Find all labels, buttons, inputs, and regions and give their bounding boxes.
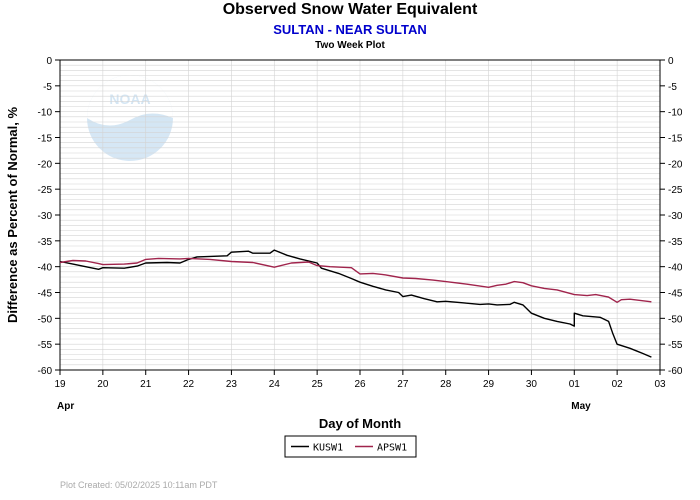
grid [59,59,661,371]
legend-box [284,435,417,458]
y-tick-label-right: -60 [668,366,683,377]
chart-title: Observed Snow Water Equivalent [222,1,478,18]
y-tick-label-right: -10 [668,108,683,119]
x-tick-label: 21 [140,379,152,390]
x-axis: 19 20 21 22 23 24 25 26 27 28 29 30 01 02 03 Apr May [54,370,666,412]
y-tick-label-right: -20 [668,159,683,170]
y-tick-label-right: -35 [668,237,683,248]
month-label: Apr [57,401,74,412]
y-tick-label-right: -5 [668,82,677,93]
legend-label-kusw1: KUSW1 [313,443,343,454]
y-tick-label: -55 [38,340,53,351]
noaa-logo-watermark: NOAA [87,75,173,161]
chart-subtitle-secondary: Two Week Plot [315,40,385,51]
y-tick-label: -20 [38,159,53,170]
y-tick-label: -50 [38,314,53,325]
y-tick-label-right: -25 [668,185,683,196]
y-tick-label: -5 [43,82,52,93]
legend: KUSW1 APSW1 [284,435,417,458]
y-tick-label-right: -30 [668,211,683,222]
y-tick-label: -45 [38,289,53,300]
y-tick-label: 0 [46,56,52,67]
x-tick-label: 01 [569,379,581,390]
x-tick-label: 30 [526,379,538,390]
x-tick-label: 19 [54,379,66,390]
y-tick-label: -15 [38,134,53,145]
y-axis-title: Difference as Percent of Normal, % [5,107,20,323]
x-tick-label: 27 [397,379,409,390]
x-tick-label: 24 [269,379,281,390]
legend-label-apsw1: APSW1 [377,443,407,454]
y-tick-label-right: -50 [668,314,683,325]
y-tick-label: -30 [38,211,53,222]
x-tick-label: 20 [97,379,109,390]
y-tick-label: -10 [38,108,53,119]
y-tick-label: -60 [38,366,53,377]
series-lines [59,249,652,358]
series-line-kusw1 [59,249,652,358]
x-tick-label: 28 [440,379,452,390]
series-line-apsw1 [59,257,652,303]
y-axis-left: 0 -5 -10 -15 -20 -25 -30 -35 -40 -45 -50 -55 -60 [38,56,60,377]
y-tick-label-right: -40 [668,263,683,274]
y-tick-label-right: -15 [668,134,683,145]
logo-text: NOAA [109,91,150,107]
x-tick-label: 23 [226,379,238,390]
chart-subtitle: SULTAN - NEAR SULTAN [273,22,427,37]
x-tick-label: 26 [354,379,366,390]
y-tick-label: -35 [38,237,53,248]
y-tick-label-right: 0 [668,56,674,67]
y-tick-label-right: -45 [668,289,683,300]
y-tick-label: -40 [38,263,53,274]
y-axis-right: 0 -5 -10 -15 -20 -25 -30 -35 -40 -45 -50 -55 -60 [660,56,683,377]
x-axis-title: Day of Month [319,416,401,431]
month-label: May [571,401,591,412]
x-tick-label: 03 [654,379,666,390]
y-tick-label: -25 [38,185,53,196]
y-tick-label-right: -55 [668,340,683,351]
plot-created-note: Plot Created: 05/02/2025 10:11am PDT [60,480,218,490]
x-tick-label: 02 [612,379,624,390]
x-tick-label: 25 [312,379,324,390]
x-tick-label: 22 [183,379,195,390]
x-tick-label: 29 [483,379,495,390]
